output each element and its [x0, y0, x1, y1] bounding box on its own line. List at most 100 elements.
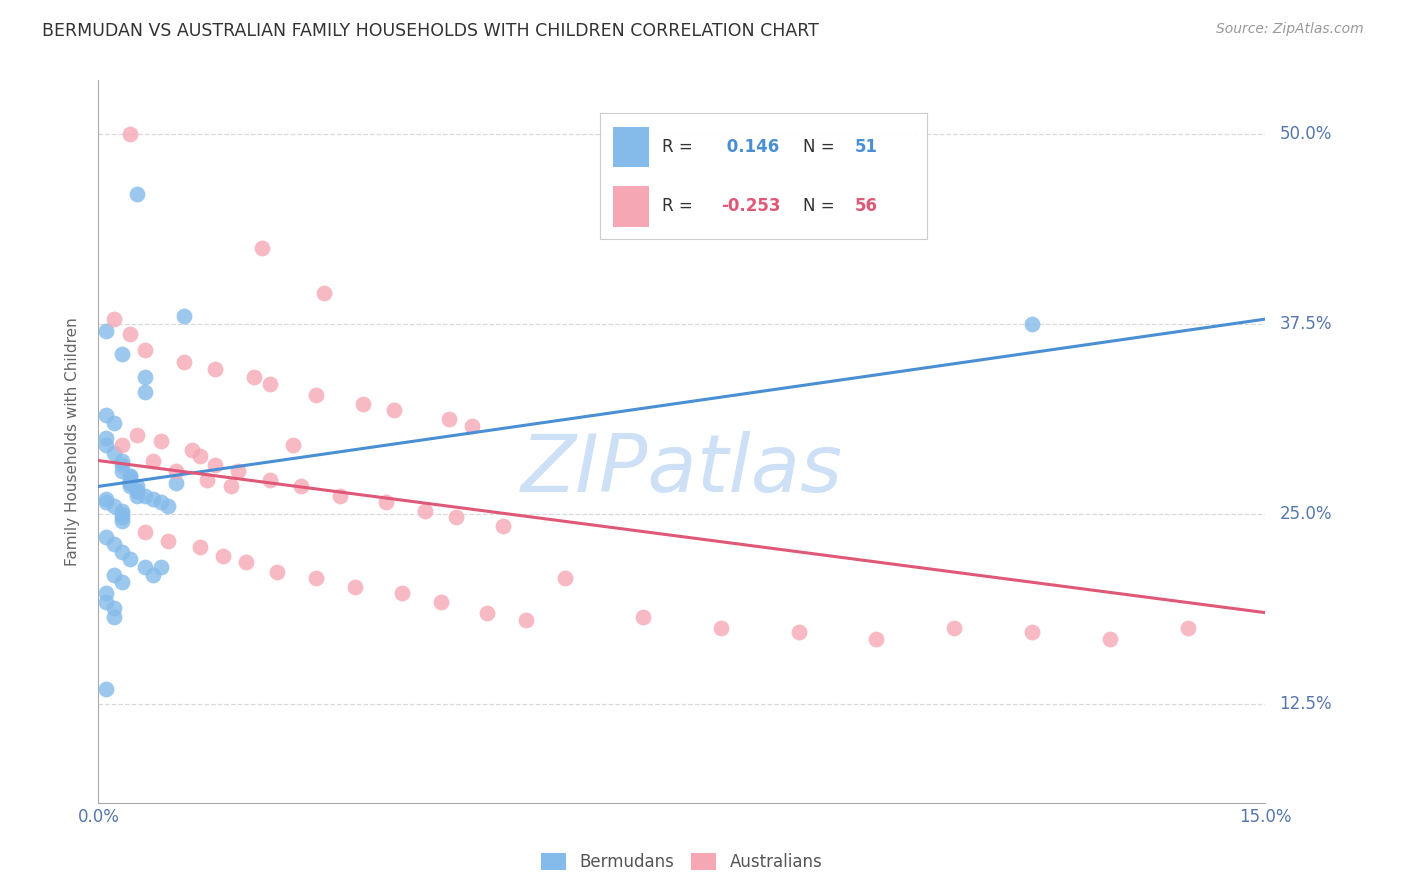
Point	[111, 575, 134, 590]
Point	[281, 438, 304, 452]
Point	[329, 489, 352, 503]
Point	[134, 524, 156, 539]
Point	[127, 483, 149, 498]
Point	[554, 571, 576, 585]
Point	[446, 509, 468, 524]
Point	[142, 491, 165, 506]
Point	[111, 347, 134, 361]
Point	[96, 408, 118, 422]
Text: 12.5%: 12.5%	[1279, 695, 1331, 713]
Text: 50.0%: 50.0%	[1279, 125, 1331, 143]
Point	[157, 499, 180, 513]
Point	[710, 621, 733, 635]
Point	[111, 453, 134, 467]
Point	[344, 580, 367, 594]
Point	[96, 681, 118, 696]
Point	[111, 458, 134, 472]
Point	[437, 412, 460, 426]
Point	[103, 610, 125, 624]
Legend: Bermudans, Australians: Bermudans, Australians	[534, 846, 830, 878]
Point	[195, 473, 218, 487]
Text: R =: R =	[662, 197, 699, 215]
Y-axis label: Family Households with Children: Family Households with Children	[65, 318, 80, 566]
Point	[1021, 625, 1043, 640]
Point	[118, 468, 141, 483]
Point	[375, 494, 398, 508]
Point	[212, 549, 235, 564]
Point	[118, 552, 141, 566]
Text: Source: ZipAtlas.com: Source: ZipAtlas.com	[1216, 22, 1364, 37]
Point	[103, 446, 125, 460]
Text: N =: N =	[803, 197, 839, 215]
Point	[134, 385, 156, 400]
Point	[219, 479, 242, 493]
Point	[228, 464, 250, 478]
Point	[204, 458, 226, 472]
Point	[943, 621, 966, 635]
Point	[1098, 632, 1121, 646]
Point	[149, 494, 172, 508]
Point	[243, 370, 266, 384]
Point	[259, 377, 281, 392]
Point	[118, 476, 141, 491]
Point	[127, 187, 149, 202]
Text: BERMUDAN VS AUSTRALIAN FAMILY HOUSEHOLDS WITH CHILDREN CORRELATION CHART: BERMUDAN VS AUSTRALIAN FAMILY HOUSEHOLDS…	[42, 22, 820, 40]
Point	[235, 556, 257, 570]
Point	[429, 595, 451, 609]
Point	[96, 324, 118, 338]
Point	[103, 567, 125, 582]
Point	[118, 127, 141, 141]
FancyBboxPatch shape	[613, 186, 650, 227]
Point	[103, 537, 125, 551]
Point	[157, 534, 180, 549]
Point	[787, 625, 810, 640]
Point	[165, 464, 187, 478]
Point	[96, 431, 118, 445]
Point	[96, 595, 118, 609]
Point	[305, 571, 328, 585]
Text: 37.5%: 37.5%	[1279, 315, 1331, 333]
Point	[492, 519, 515, 533]
Point	[149, 560, 172, 574]
Point	[188, 541, 211, 555]
Point	[118, 327, 141, 342]
Text: 25.0%: 25.0%	[1279, 505, 1331, 523]
Point	[96, 491, 118, 506]
Point	[865, 632, 887, 646]
Point	[250, 241, 273, 255]
Point	[188, 449, 211, 463]
Point	[118, 468, 141, 483]
Point	[111, 438, 134, 452]
Point	[118, 476, 141, 491]
Point	[127, 483, 149, 498]
Point	[103, 416, 125, 430]
Point	[266, 565, 288, 579]
FancyBboxPatch shape	[613, 127, 650, 167]
Point	[142, 567, 165, 582]
Point	[290, 479, 312, 493]
Point	[103, 499, 125, 513]
Text: ZIPatlas: ZIPatlas	[520, 432, 844, 509]
Point	[111, 515, 134, 529]
Point	[134, 370, 156, 384]
Point	[165, 476, 187, 491]
Text: N =: N =	[803, 138, 839, 156]
Point	[180, 442, 202, 457]
Point	[134, 489, 156, 503]
Text: 56: 56	[855, 197, 879, 215]
Point	[111, 507, 134, 521]
Point	[1021, 317, 1043, 331]
Point	[204, 362, 226, 376]
Text: 51: 51	[855, 138, 879, 156]
Point	[352, 397, 374, 411]
Point	[103, 312, 125, 326]
Text: R =: R =	[662, 138, 699, 156]
Point	[127, 479, 149, 493]
Point	[1177, 621, 1199, 635]
Point	[142, 453, 165, 467]
Point	[134, 343, 156, 357]
Point	[118, 473, 141, 487]
Point	[173, 354, 195, 368]
Text: -0.253: -0.253	[721, 197, 780, 215]
Point	[631, 610, 654, 624]
